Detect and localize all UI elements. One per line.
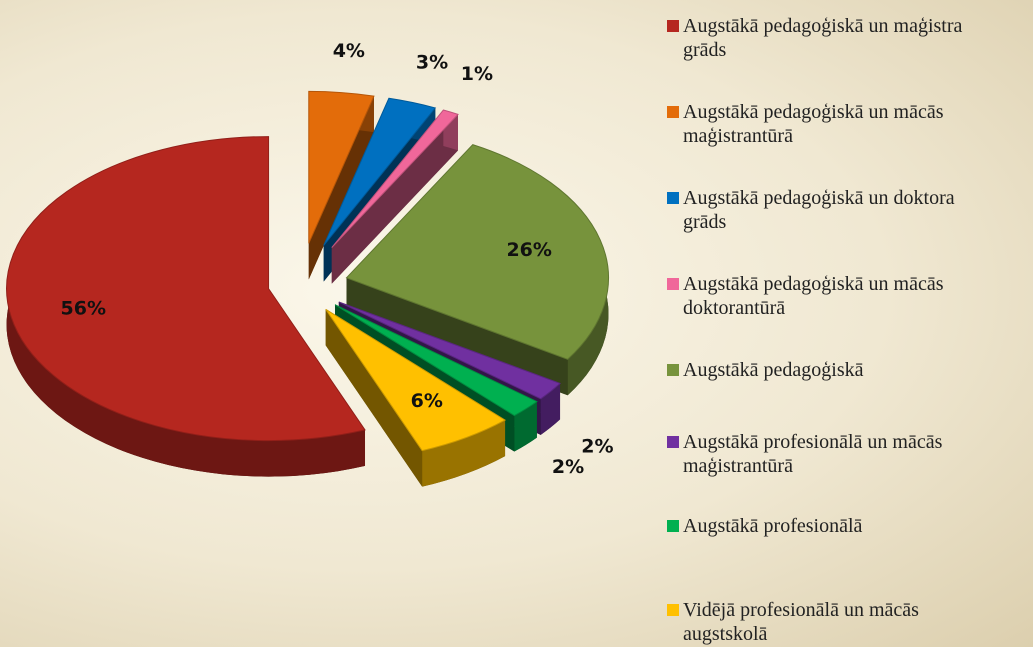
legend-label: Augstākā pedagoģiskā un doktora grāds — [683, 187, 955, 233]
legend-label: Augstākā profesionālā un mācās maģistran… — [683, 431, 943, 477]
legend-swatch — [667, 20, 679, 32]
data-label: 2% — [581, 435, 613, 457]
slice — [323, 97, 437, 246]
slice-side — [325, 309, 423, 487]
data-label: 1% — [461, 63, 493, 85]
legend-swatch — [667, 520, 679, 532]
data-label: 26% — [506, 239, 551, 261]
legend-item: Augstākā pedagoģiskā un maģistra grāds — [665, 14, 983, 62]
data-label: 3% — [416, 52, 448, 74]
legend-swatch — [667, 192, 679, 204]
data-label: 56% — [61, 298, 106, 320]
slice — [338, 301, 561, 400]
data-label: 4% — [333, 40, 365, 62]
slice-rim — [422, 420, 506, 487]
legend-label: Vidējā profesionālā un mācās augstskolā — [683, 599, 919, 645]
slice-rim — [6, 136, 366, 477]
slice-rim — [514, 401, 537, 452]
legend-item: Augstākā pedagoģiskā un doktora grāds — [665, 186, 983, 234]
legend-label: Augstākā pedagoģiskā un mācās maģistrant… — [683, 101, 944, 147]
slice-side — [308, 96, 374, 280]
slice — [308, 90, 375, 244]
legend-item: Vidējā profesionālā un mācās augstskolā — [665, 598, 983, 646]
chart: 56% 4% 3% 1% 26% 2%2% 6% — [6, 40, 614, 487]
legend-swatch — [667, 106, 679, 118]
legend-label: Augstākā pedagoģiskā un maģistra grāds — [683, 15, 963, 61]
slice — [345, 144, 609, 360]
legend-swatch — [667, 278, 679, 290]
legend-item: Augstākā profesionālā un mācās maģistran… — [665, 430, 983, 478]
legend-item: Augstākā pedagoģiskā — [665, 358, 983, 382]
slice — [325, 308, 507, 452]
slice — [331, 109, 459, 248]
slice-side — [331, 114, 458, 284]
legend-label: Augstākā pedagoģiskā un mācās doktorantū… — [683, 273, 944, 319]
legend-label: Augstākā profesionālā — [683, 515, 863, 537]
legend-item: Augstākā profesionālā — [665, 514, 983, 538]
slice — [334, 304, 538, 417]
legend-item: Augstākā pedagoģiskā un mācās maģistrant… — [665, 100, 983, 148]
data-label: 2% — [552, 456, 584, 478]
legend-label: Augstākā pedagoģiskā — [683, 359, 864, 381]
legend-swatch — [667, 436, 679, 448]
data-label: 6% — [411, 390, 443, 412]
legend-item: Augstākā pedagoģiskā un mācās doktorantū… — [665, 272, 983, 320]
legend-swatch — [667, 604, 679, 616]
slice — [6, 136, 366, 442]
slice-rim — [540, 383, 561, 435]
legend-swatch — [667, 364, 679, 376]
